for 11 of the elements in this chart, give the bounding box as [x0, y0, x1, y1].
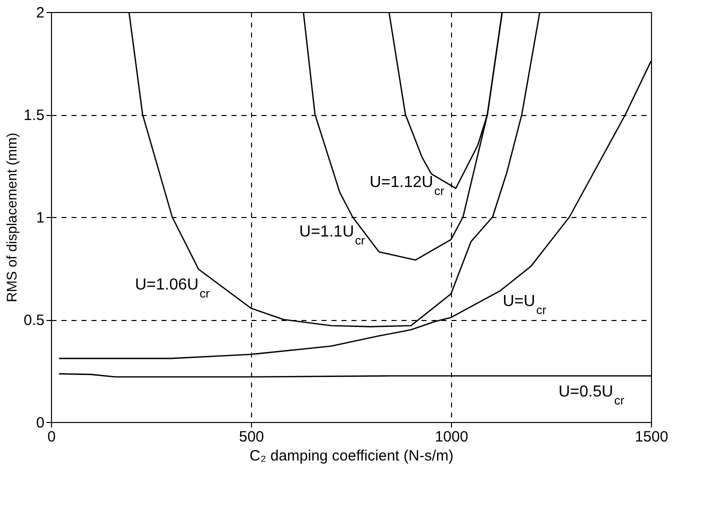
- x-tick-label: 500: [238, 428, 264, 446]
- y-tick-label: 1.5: [24, 107, 44, 124]
- y-tick-label: 0: [36, 414, 44, 432]
- x-tick-label: 0: [47, 428, 56, 446]
- y-tick-label: 2: [36, 4, 44, 22]
- x-axis-title: C₂ damping coefficient (N-s/m): [250, 448, 454, 464]
- y-tick-label: 1: [36, 210, 44, 226]
- y-tick-label: 0.5: [24, 312, 44, 329]
- y-axis-title: RMS of displacement (mm): [4, 132, 20, 302]
- x-tick-label: 1000: [434, 428, 468, 446]
- x-tick-label: 1500: [634, 428, 668, 446]
